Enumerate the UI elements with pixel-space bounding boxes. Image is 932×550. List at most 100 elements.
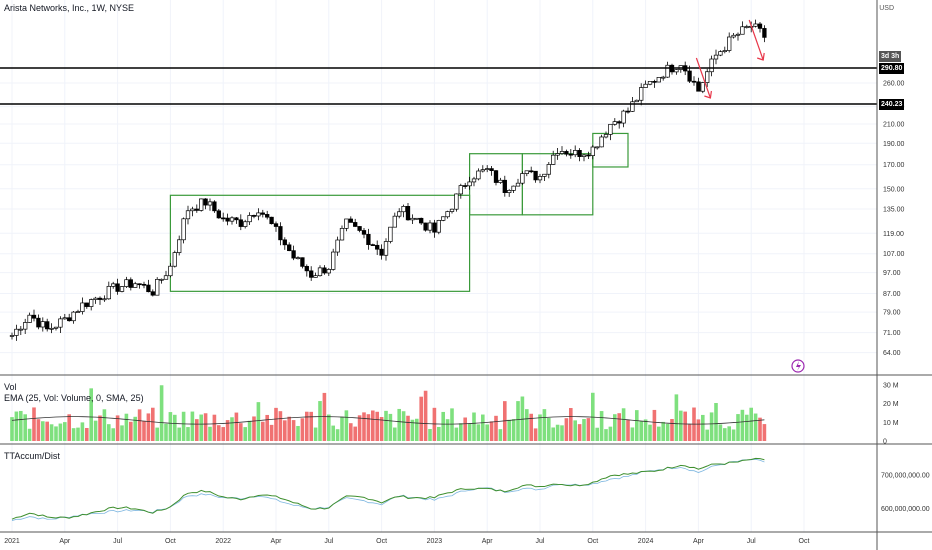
volume-bar bbox=[349, 423, 353, 441]
candle bbox=[493, 170, 499, 183]
candle bbox=[414, 217, 419, 220]
volume-bar bbox=[27, 428, 32, 441]
candle bbox=[256, 212, 261, 217]
volume-ma-line bbox=[11, 416, 765, 425]
candle bbox=[238, 219, 243, 227]
accum-tick-label: 600,000,000.00 bbox=[881, 506, 930, 513]
volume-bar bbox=[327, 414, 331, 441]
volume-bar bbox=[428, 428, 432, 441]
volume-bar bbox=[133, 416, 137, 441]
volume-bar bbox=[481, 414, 485, 441]
volume-bar bbox=[89, 388, 93, 441]
volume-bar bbox=[67, 414, 71, 441]
price-tick-label: 87.00 bbox=[883, 291, 901, 298]
volume-bar bbox=[463, 417, 467, 441]
candle bbox=[155, 279, 160, 296]
volume-bar bbox=[406, 415, 410, 441]
level-badge-290: 290.80 bbox=[879, 63, 905, 74]
candle bbox=[31, 314, 37, 319]
volume-bar bbox=[137, 409, 142, 441]
time-tick-label: Jul bbox=[747, 538, 756, 545]
lightning-icon[interactable] bbox=[791, 359, 805, 373]
candle bbox=[410, 217, 415, 221]
volume-bar bbox=[705, 429, 709, 441]
lightning-icon-bolt bbox=[796, 361, 801, 371]
volume-bar bbox=[181, 411, 186, 441]
candle bbox=[427, 222, 433, 231]
volume-bar bbox=[129, 421, 133, 441]
candle bbox=[718, 51, 723, 56]
volume-bar bbox=[635, 410, 639, 441]
volume-bar bbox=[533, 428, 538, 441]
volume-bar bbox=[507, 419, 511, 441]
time-tick-label: Apr bbox=[482, 538, 494, 545]
candle bbox=[551, 154, 556, 165]
volume-bar bbox=[296, 425, 300, 441]
volume-bar bbox=[388, 413, 393, 441]
candle bbox=[397, 211, 402, 217]
volume-bar bbox=[195, 419, 199, 441]
price-tick-label: 190.00 bbox=[883, 141, 905, 148]
volume-bar bbox=[657, 426, 661, 441]
volume-bar bbox=[639, 421, 643, 441]
volume-bar bbox=[54, 426, 58, 441]
volume-bar bbox=[419, 396, 423, 441]
volume-bar bbox=[687, 424, 692, 441]
candle bbox=[260, 212, 265, 215]
time-tick-label: Jul bbox=[113, 538, 122, 545]
candle bbox=[471, 178, 477, 183]
volume-bar bbox=[401, 411, 406, 441]
candle bbox=[45, 321, 50, 330]
volume-bar bbox=[551, 427, 555, 441]
candle bbox=[247, 215, 252, 223]
candle bbox=[546, 164, 551, 175]
volume-bar bbox=[45, 421, 49, 441]
price-tick-label: 79.00 bbox=[883, 310, 901, 317]
candle bbox=[9, 335, 15, 337]
volume-bar bbox=[80, 422, 85, 441]
volume-bar bbox=[516, 401, 520, 441]
candle bbox=[445, 211, 450, 218]
range-box bbox=[169, 194, 471, 292]
volume-bar bbox=[287, 416, 291, 441]
candle bbox=[366, 233, 371, 245]
volume-bar bbox=[555, 424, 560, 441]
volume-bar bbox=[371, 410, 375, 441]
candle bbox=[423, 222, 428, 231]
candle bbox=[485, 168, 490, 170]
candle bbox=[661, 76, 666, 79]
volume-bar bbox=[230, 417, 234, 441]
candle bbox=[652, 81, 657, 83]
candle bbox=[304, 266, 309, 272]
candle bbox=[23, 322, 28, 330]
volume-bar bbox=[177, 427, 181, 441]
time-tick-label: 2024 bbox=[638, 538, 654, 545]
volume-bar bbox=[265, 414, 269, 441]
candle bbox=[348, 218, 353, 223]
candle bbox=[405, 206, 411, 221]
volume-bar bbox=[569, 408, 573, 441]
time-tick-label: Oct bbox=[165, 538, 176, 545]
candle bbox=[573, 150, 578, 156]
candle bbox=[278, 226, 283, 241]
volume-bar bbox=[379, 417, 384, 441]
candle bbox=[705, 71, 710, 83]
volume-bar bbox=[749, 407, 753, 441]
candle bbox=[172, 252, 177, 267]
candle bbox=[36, 317, 41, 328]
candle bbox=[489, 168, 494, 171]
arrow-head bbox=[757, 52, 765, 61]
volume-bar bbox=[313, 427, 318, 441]
volume-bar bbox=[753, 413, 758, 441]
volume-bar bbox=[709, 412, 714, 441]
accum-label: TTAccum/Dist bbox=[4, 451, 60, 461]
candle bbox=[313, 275, 318, 278]
time-tick-label: Oct bbox=[376, 538, 387, 545]
candle bbox=[520, 173, 525, 184]
volume-bar bbox=[595, 427, 599, 441]
volume-bar bbox=[173, 414, 177, 441]
volume-label: Vol bbox=[4, 382, 17, 392]
volume-bar bbox=[32, 407, 36, 441]
candle bbox=[119, 286, 125, 292]
